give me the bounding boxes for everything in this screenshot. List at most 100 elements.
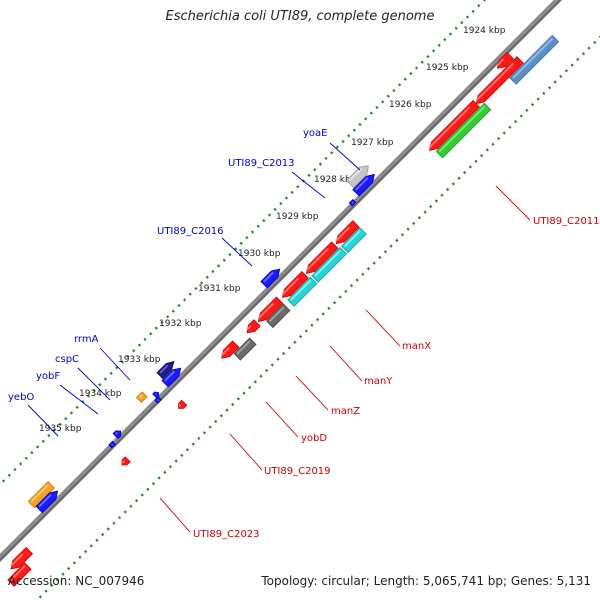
scale-label: 1928 kbp <box>314 175 357 185</box>
tick-dot <box>199 281 204 285</box>
tick-dot <box>307 173 311 178</box>
tick-dot <box>250 230 255 234</box>
gene-yebO-a-highlight <box>138 394 143 399</box>
tick-dot <box>491 142 495 146</box>
tick-dot <box>364 117 368 121</box>
tick-dot <box>330 151 334 155</box>
tick-dot <box>279 202 283 206</box>
tick-dot <box>265 368 269 373</box>
tick-dot <box>412 221 416 226</box>
gene-fwd-small-1 <box>112 430 122 440</box>
tick-dot <box>64 417 68 421</box>
tick-dot <box>372 261 376 265</box>
tick-dot <box>482 0 487 2</box>
tick-dot <box>536 97 540 101</box>
tick-dot <box>324 156 328 161</box>
tick-dot <box>236 397 240 401</box>
tick-dot <box>270 363 274 367</box>
tick-dot <box>392 88 396 93</box>
tick-dot <box>120 360 125 364</box>
gene-leader-line <box>295 375 329 411</box>
tick-dot <box>443 37 447 42</box>
tick-dot <box>256 224 260 228</box>
tick-dot <box>496 136 501 141</box>
tick-dot <box>366 267 371 271</box>
tick-dot <box>177 303 181 308</box>
gene-leader-line <box>27 404 59 437</box>
tick-dot <box>163 470 167 474</box>
tick-dot <box>448 32 453 36</box>
tick-dot <box>149 332 153 336</box>
gene-leader-line <box>77 367 111 401</box>
gene-leader-line <box>365 309 401 347</box>
tick-dot <box>519 114 523 118</box>
tick-dot <box>69 411 74 415</box>
tick-dot <box>293 340 297 344</box>
tick-dot <box>219 414 224 418</box>
gene-leader-line <box>221 237 253 267</box>
tick-dot <box>296 185 300 189</box>
tick-dot <box>18 462 23 466</box>
gene-small-2013b-highlight <box>351 201 354 204</box>
tick-dot <box>338 295 342 299</box>
tick-dot <box>123 510 127 514</box>
tick-dot <box>1 479 6 483</box>
gene-rev-top-1-highlight <box>496 58 505 67</box>
gene-UTI89_C2019-a-highlight <box>220 346 230 356</box>
gene-rev-top-2 <box>475 56 524 105</box>
gene-label-reverse: manZ <box>331 406 360 417</box>
gene-UTI89_C2016 <box>260 268 281 289</box>
tick-dot <box>361 272 365 277</box>
tick-dot <box>380 100 385 104</box>
gene-manZ-a-highlight <box>281 277 300 296</box>
tick-dot <box>84 549 88 554</box>
tick-dot <box>262 219 266 223</box>
gene-UTI89_C2011-a <box>429 99 480 151</box>
tick-dot <box>581 52 586 56</box>
tick-dot <box>92 388 96 392</box>
gene-yobD-a-highlight <box>257 302 274 320</box>
tick-dot <box>347 134 351 138</box>
tick-dot <box>225 408 229 412</box>
tick-dot <box>437 43 441 47</box>
tick-dot <box>197 436 201 441</box>
gene-label-forward: yobF <box>36 371 60 382</box>
tick-dot <box>406 227 410 231</box>
tick-dot <box>38 595 43 599</box>
gene-yobD-b <box>246 319 261 334</box>
tick-dot <box>50 583 54 588</box>
scale-label: 1935 kbp <box>39 424 82 434</box>
tick-dot <box>378 255 382 260</box>
gene-label-forward: rrmA <box>74 334 99 345</box>
tick-dot <box>313 168 317 172</box>
tick-dot <box>143 337 147 342</box>
tick-dot <box>559 74 563 79</box>
gene-UTI89_C2011-a-highlight <box>428 106 471 149</box>
tick-dot <box>228 252 232 257</box>
gene-fwd-blue <box>35 490 59 514</box>
gene-yobD-highlight <box>268 306 285 322</box>
tick-dot <box>231 402 235 407</box>
gene-rev-left-2 <box>7 562 32 587</box>
tick-dot <box>222 258 226 262</box>
tick-dot <box>214 419 218 424</box>
tick-dot <box>242 391 246 395</box>
gene-cspC <box>152 391 160 399</box>
gene-yobD-a <box>257 296 284 323</box>
tick-dot <box>400 233 405 237</box>
tick-dot <box>35 445 40 449</box>
gene-yoaE <box>345 165 369 189</box>
tick-dot <box>137 343 141 347</box>
gene-leader-line <box>265 401 299 438</box>
tick-dot <box>440 193 444 197</box>
tick-dot <box>349 284 354 288</box>
gene-cspC-highlight <box>155 392 157 395</box>
gene-leader-line <box>99 347 131 381</box>
tick-dot <box>55 578 59 582</box>
tick-dot <box>383 250 388 254</box>
tick-dot <box>298 334 303 339</box>
tick-dot <box>434 199 438 203</box>
tick-dot <box>185 448 190 452</box>
tick-dot <box>431 49 436 53</box>
gene-leader-line <box>59 384 99 415</box>
